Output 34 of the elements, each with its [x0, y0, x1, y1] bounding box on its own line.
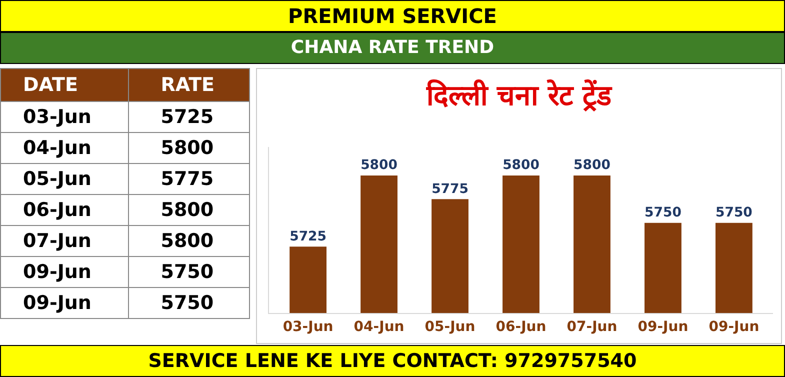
x-tick-label: 07-Jun: [566, 318, 618, 335]
x-tick-label: 03-Jun: [282, 318, 334, 335]
category-label: 09-Jun: [23, 292, 92, 314]
text: DATE: [0, 68, 128, 102]
data-label: 5775: [432, 182, 468, 197]
text: 5800: [160, 230, 214, 252]
data-label: 5800: [360, 158, 398, 174]
data-label: 5800: [574, 158, 610, 174]
chart-subtitle: CHANA RATE TREND: [0, 32, 785, 64]
data-label: 5725: [290, 229, 326, 244]
text: 5725: [160, 106, 214, 128]
x-tick-label: 05-Jun: [424, 318, 476, 335]
x-tick-label: 09-Jun: [638, 318, 688, 335]
text: PREMIUM SERVICE: [0, 0, 785, 32]
text: 5750: [160, 292, 214, 314]
text: SERVICE LENE KE LIYE CONTACT: 9729757540: [0, 345, 785, 377]
text: 5800: [160, 137, 214, 159]
data-label: 5750: [716, 206, 752, 221]
x-tick-label: 06-Jun: [496, 318, 546, 335]
text: 5800: [160, 199, 214, 221]
text: RATE: [128, 68, 250, 102]
data-label: 5800: [502, 158, 540, 174]
text: 5775: [160, 168, 214, 190]
category-label: 03-Jun: [23, 106, 92, 128]
x-tick-label: 04-Jun: [354, 318, 404, 335]
category-label: 05-Jun: [23, 168, 92, 190]
x-tick-label: 09-Jun: [708, 318, 760, 335]
category-label: 06-Jun: [23, 199, 92, 221]
category-label: 07-Jun: [23, 230, 92, 252]
data-label: 5750: [644, 206, 682, 221]
text: 5750: [160, 261, 214, 283]
chart-title: दिल्ली चना रेट ट्रेंड: [425, 79, 613, 112]
category-label: 04-Jun: [23, 137, 92, 159]
category-label: 09-Jun: [23, 261, 92, 283]
